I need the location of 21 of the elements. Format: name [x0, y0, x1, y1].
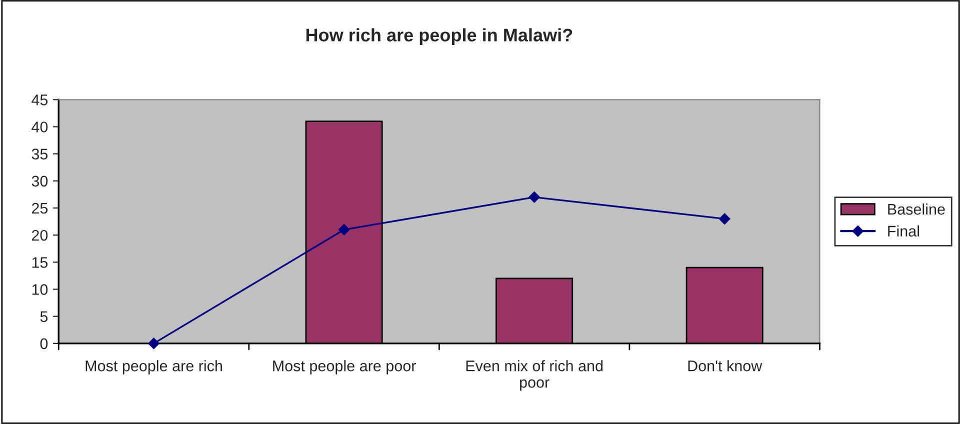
- legend-label: Baseline: [888, 203, 945, 215]
- x-tick-label: Even mix of rich and poor: [466, 360, 603, 391]
- point: [528, 192, 540, 203]
- y-tick-label: 15: [32, 257, 48, 268]
- y-tick-label: 35: [32, 148, 48, 160]
- y-tick-label: 5: [40, 311, 48, 322]
- legend-label: Final: [888, 225, 919, 237]
- x-tick-label: Most people are rich: [86, 360, 222, 374]
- point: [338, 224, 350, 236]
- point: [148, 338, 160, 350]
- point: [718, 213, 730, 224]
- y-tick-label: 0: [40, 338, 48, 350]
- y-tick-label: 20: [32, 230, 48, 241]
- y-tick-label: 10: [32, 284, 48, 295]
- y-tick-label: 30: [32, 176, 48, 187]
- chart-title: How rich are people in Malawi?: [306, 28, 572, 46]
- x-tick-label: Don't know: [688, 360, 762, 372]
- y-tick-label: 45: [32, 94, 48, 106]
- x-tick-label: Most people are poor: [273, 360, 416, 374]
- y-tick-label: 25: [32, 202, 48, 214]
- y-tick-label: 40: [32, 122, 48, 132]
